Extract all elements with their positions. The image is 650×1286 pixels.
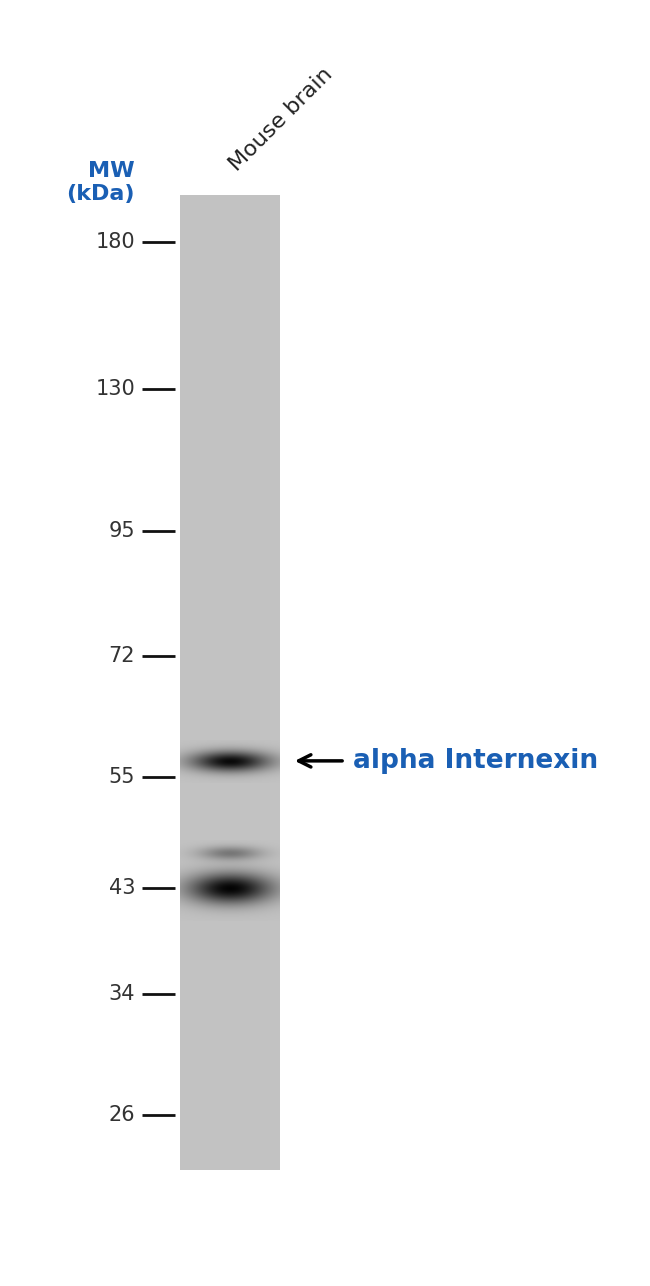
Text: 26: 26 <box>109 1105 135 1125</box>
Text: 180: 180 <box>96 233 135 252</box>
Bar <box>180 195 280 1170</box>
Text: 43: 43 <box>109 878 135 898</box>
Text: 55: 55 <box>109 766 135 787</box>
Text: Mouse brain: Mouse brain <box>226 64 337 175</box>
Text: 130: 130 <box>96 379 135 399</box>
Text: 34: 34 <box>109 984 135 1004</box>
Text: 72: 72 <box>109 646 135 666</box>
Text: MW
(kDa): MW (kDa) <box>66 161 135 204</box>
Text: 95: 95 <box>109 521 135 540</box>
Text: alpha Internexin: alpha Internexin <box>353 748 598 774</box>
